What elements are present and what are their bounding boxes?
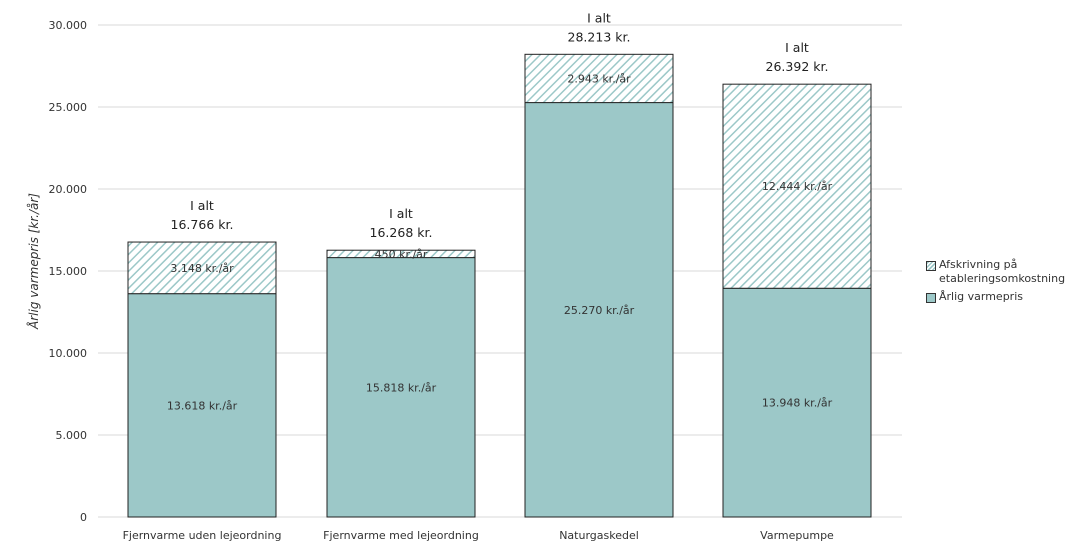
total-label: I alt [190,198,214,213]
bar-segment-hatched[interactable] [524,53,674,104]
legend-label: Årlig varmepris [939,290,1023,303]
legend-swatch-hatched [926,261,936,271]
legend-item-solid[interactable]: Årlig varmepris [926,290,1074,304]
bar-segment-base[interactable] [326,257,476,518]
bar-segment-hatched[interactable] [326,249,476,259]
bar-segment-hatched[interactable] [722,83,872,289]
data-label: 450 kr./år [375,248,428,261]
x-tick-label: Fjernvarme med lejeordning [323,529,479,542]
data-label: 25.270 kr./år [564,304,635,317]
bar-segment-base[interactable] [127,293,277,518]
y-tick-label: 20.000 [49,183,88,196]
y-tick-label: 30.000 [49,19,88,32]
total-label: 26.392 kr. [766,59,829,74]
y-tick-label: 5.000 [56,429,88,442]
total-label: 16.766 kr. [171,217,234,232]
data-label: 2.943 kr./år [567,72,631,85]
bar-segment-base[interactable] [722,287,872,518]
data-label: 13.618 kr./år [167,399,238,412]
y-tick-label: 15.000 [49,265,88,278]
total-label: I alt [587,10,611,25]
y-tick-label: 25.000 [49,101,88,114]
bar-segment-hatched[interactable] [127,241,277,295]
x-tick-label: Fjernvarme uden lejeordning [123,529,282,542]
x-tick-label: Varmepumpe [760,529,834,542]
total-label: 28.213 kr. [568,29,631,44]
data-label: 15.818 kr./år [366,381,437,394]
x-tick-label: Naturgaskedel [559,529,639,542]
data-label: 13.948 kr./år [762,397,833,410]
legend: Afskrivning på etableringsomkostning Årl… [926,258,1074,308]
data-label: 3.148 kr./år [170,262,234,275]
y-axis-title: Årlig varmepris [kr./år] [26,193,41,330]
y-tick-label: 10.000 [49,347,88,360]
total-label: 16.268 kr. [370,225,433,240]
y-tick-label: 0 [80,511,87,524]
bar-segment-base[interactable] [524,102,674,518]
total-label: I alt [785,40,809,55]
data-label: 12.444 kr./år [762,180,833,193]
legend-item-hatched[interactable]: Afskrivning på etableringsomkostning [926,258,1074,286]
total-label: I alt [389,206,413,221]
legend-label: Afskrivning på etableringsomkostning [939,258,1066,285]
legend-swatch-solid [926,293,936,303]
